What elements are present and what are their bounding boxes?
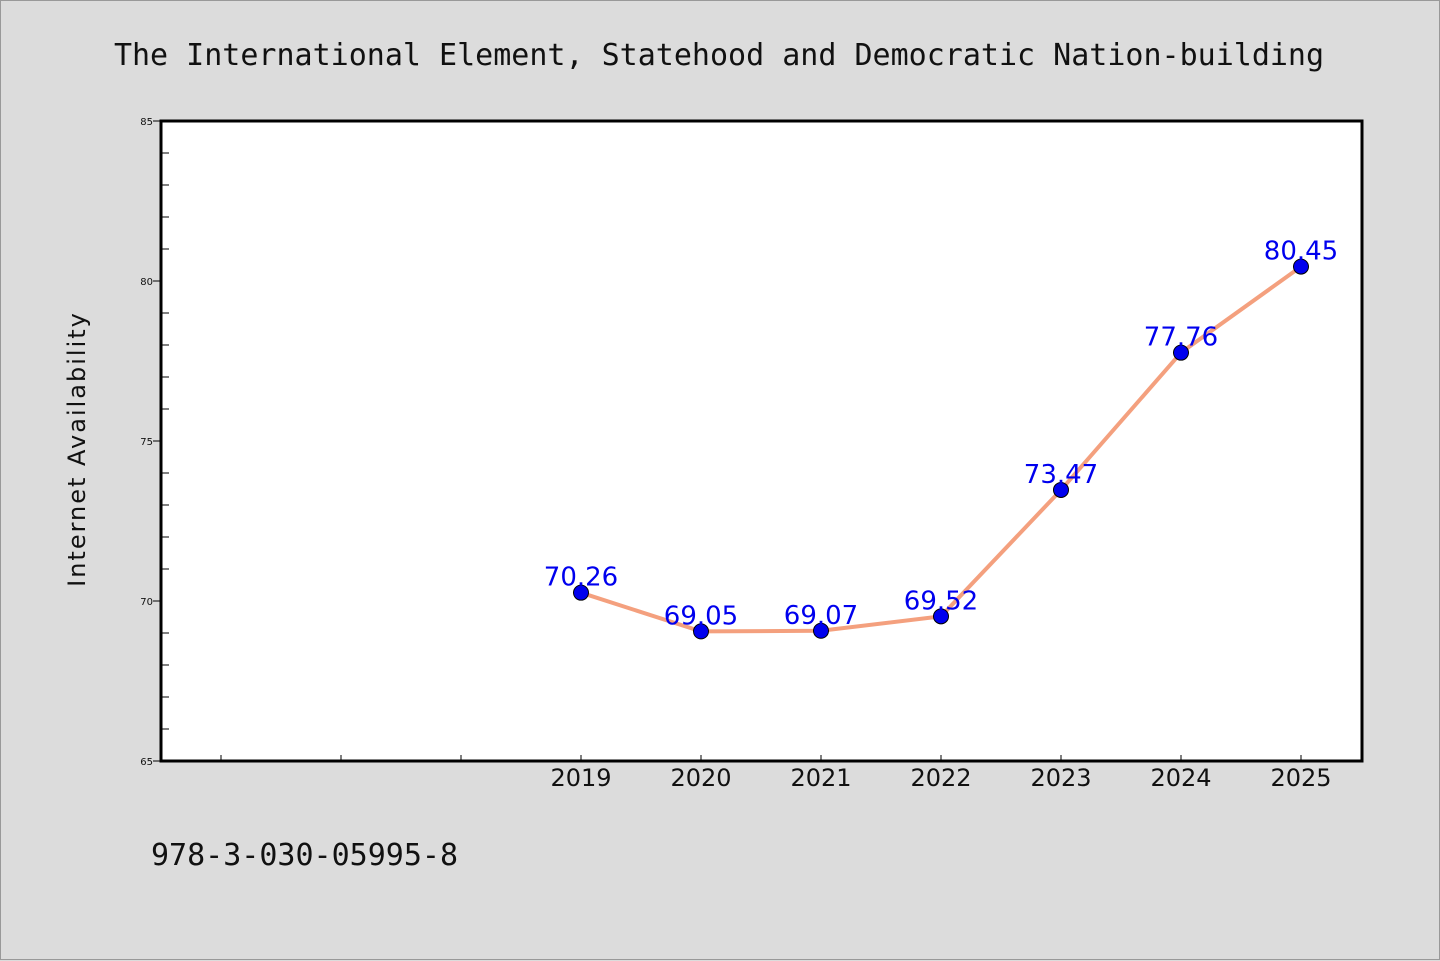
plot-area <box>159 119 1364 763</box>
chart-title: The International Element, Statehood and… <box>114 38 1324 73</box>
data-point <box>1173 344 1189 361</box>
series-group <box>573 258 1309 640</box>
y-tick-label: 80 <box>140 277 153 288</box>
y-tick-label: 70 <box>140 597 153 608</box>
isbn-text: 978-3-030-05995-8 <box>151 838 458 873</box>
x-tick-label: 2025 <box>1270 764 1331 792</box>
data-point <box>1293 258 1309 275</box>
x-axis-ticks: 2019 2020 2021 2022 2023 2024 2025 <box>220 755 1332 792</box>
data-label: 70.26 <box>544 563 618 593</box>
x-tick-label: 2019 <box>550 764 611 792</box>
data-label-group: 70.26 69.05 69.07 69.52 73.47 77.76 80.45 <box>544 237 1338 632</box>
data-label: 80.45 <box>1264 237 1338 267</box>
x-tick-label: 2022 <box>910 764 971 792</box>
x-tick-label: 2021 <box>790 764 851 792</box>
data-point <box>813 622 829 639</box>
data-label: 69.07 <box>784 601 858 631</box>
data-point <box>1053 481 1069 498</box>
x-tick-label: 2024 <box>1150 764 1211 792</box>
data-label: 73.47 <box>1024 460 1098 490</box>
y-axis-label: Internet Availability <box>63 311 91 587</box>
y-tick-label: 65 <box>140 757 153 768</box>
data-point <box>573 584 589 601</box>
y-axis-ticks: 65 70 75 80 85 <box>140 117 169 768</box>
data-point <box>693 623 709 640</box>
y-tick-label: 75 <box>140 437 153 448</box>
y-tick-label: 85 <box>140 117 153 128</box>
data-label: 69.52 <box>904 586 978 616</box>
data-label: 77.76 <box>1144 323 1218 353</box>
x-tick-label: 2023 <box>1030 764 1091 792</box>
data-point <box>933 608 949 625</box>
x-tick-label: 2020 <box>670 764 731 792</box>
data-label: 69.05 <box>664 601 738 631</box>
